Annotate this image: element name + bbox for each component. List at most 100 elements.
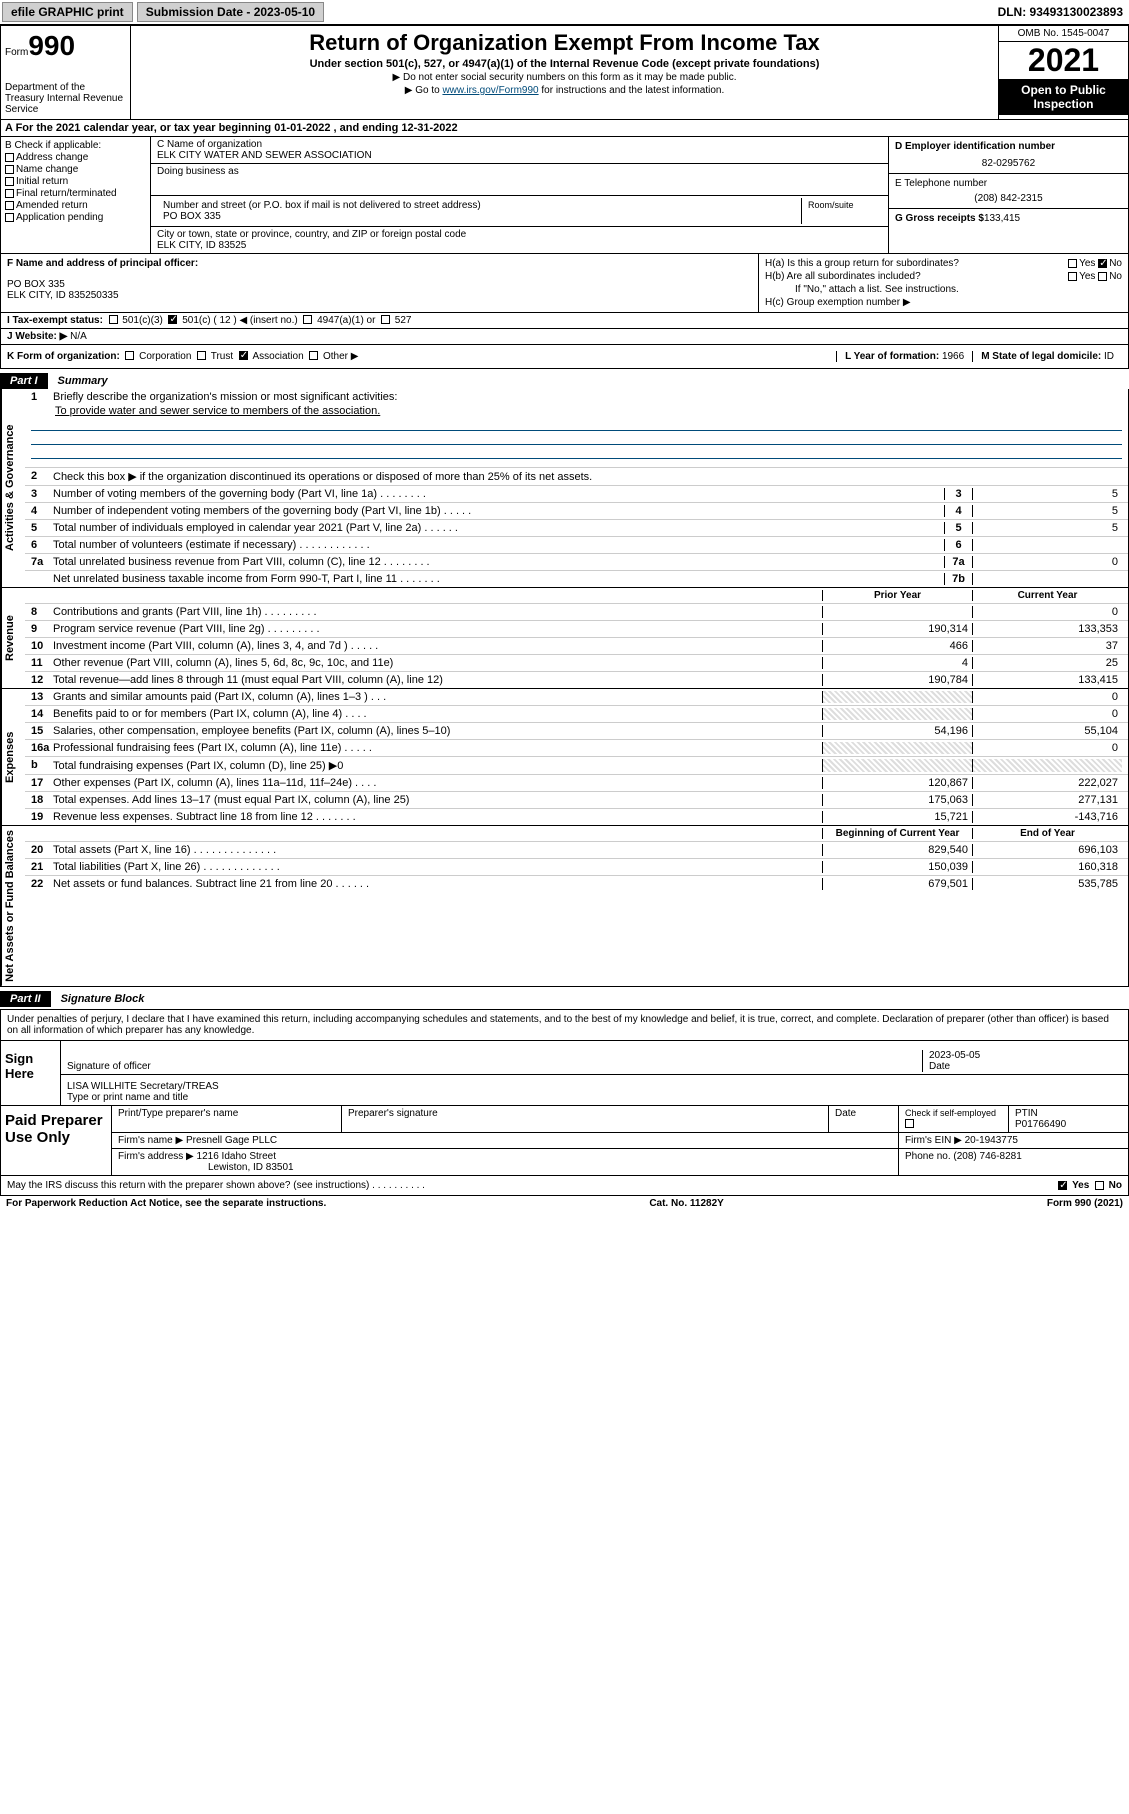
lbl-527: 527: [395, 315, 412, 326]
j-value: N/A: [70, 331, 87, 342]
hc-label: H(c) Group exemption number ▶: [765, 297, 1122, 308]
cb-self-employed[interactable]: [905, 1119, 914, 1128]
summary-line: Net unrelated business taxable income fr…: [25, 570, 1128, 587]
efile-print-button[interactable]: efile GRAPHIC print: [2, 2, 133, 22]
instr-goto: ▶ Go to www.irs.gov/Form990 for instruct…: [135, 85, 994, 96]
cb-hb-yes[interactable]: [1068, 272, 1077, 281]
paid-preparer-label: Paid Preparer Use Only: [1, 1106, 111, 1175]
summary-line: 8Contributions and grants (Part VIII, li…: [25, 603, 1128, 620]
cb-hb-no[interactable]: [1098, 272, 1107, 281]
summary-line: bTotal fundraising expenses (Part IX, co…: [25, 756, 1128, 774]
gross-value: 133,415: [984, 213, 1020, 224]
topbar: efile GRAPHIC print Submission Date - 20…: [0, 0, 1129, 25]
l-label: L Year of formation:: [845, 351, 939, 362]
firm-addr1: 1216 Idaho Street: [197, 1151, 277, 1162]
row-j: J Website: ▶ N/A: [0, 329, 1129, 345]
lbl-501c12: 501(c) ( 12 ) ◀ (insert no.): [182, 315, 298, 326]
row-k: K Form of organization: Corporation Trus…: [0, 345, 1129, 369]
irs-link[interactable]: www.irs.gov/Form990: [442, 85, 538, 96]
gross-label: G Gross receipts $: [895, 213, 984, 224]
form-prefix: Form: [5, 47, 28, 58]
sig-officer-label: Signature of officer: [67, 1061, 922, 1072]
dln-label: DLN: 93493130023893: [998, 5, 1127, 19]
section-governance: Activities & Governance 1Briefly describ…: [0, 389, 1129, 588]
ptin-label: PTIN: [1015, 1108, 1122, 1119]
section-revenue: Revenue Prior YearCurrent Year 8Contribu…: [0, 588, 1129, 689]
cb-discuss-no[interactable]: [1095, 1181, 1104, 1190]
summary-line: 21Total liabilities (Part X, line 26) . …: [25, 858, 1128, 875]
part1-title: Summary: [48, 373, 1129, 389]
cat-no: Cat. No. 11282Y: [649, 1198, 723, 1209]
cb-4947[interactable]: [303, 315, 312, 324]
phone-value: (208) 746-8281: [953, 1151, 1021, 1162]
cb-501c[interactable]: [168, 315, 177, 324]
prior-year-hdr: Prior Year: [822, 590, 972, 601]
k-label: K Form of organization:: [7, 351, 120, 362]
section-net-assets: Net Assets or Fund Balances Beginning of…: [0, 826, 1129, 987]
cb-corp[interactable]: [125, 351, 134, 360]
hb-label: H(b) Are all subordinates included?: [765, 271, 921, 282]
summary-line: 9Program service revenue (Part VIII, lin…: [25, 620, 1128, 637]
city-label: City or town, state or province, country…: [157, 229, 882, 240]
part1-tab: Part I: [0, 373, 48, 389]
cb-other[interactable]: [309, 351, 318, 360]
room-suite-label: Room/suite: [802, 198, 882, 224]
vtab-net-assets: Net Assets or Fund Balances: [1, 826, 25, 986]
lbl-other: Other ▶: [323, 351, 358, 362]
penalty-text: Under penalties of perjury, I declare th…: [1, 1010, 1128, 1041]
cb-final-return[interactable]: [5, 189, 14, 198]
cb-501c3[interactable]: [109, 315, 118, 324]
phone-label: Phone no.: [905, 1151, 951, 1162]
cb-assoc[interactable]: [239, 351, 248, 360]
ptin-value: P01766490: [1015, 1119, 1122, 1130]
hb-note: If "No," attach a list. See instructions…: [765, 284, 1122, 295]
col-c-org-info: C Name of organization ELK CITY WATER AN…: [151, 137, 888, 253]
summary-line: 5Total number of individuals employed in…: [25, 519, 1128, 536]
cb-initial-return[interactable]: [5, 177, 14, 186]
form-subtitle: Under section 501(c), 527, or 4947(a)(1)…: [135, 58, 994, 70]
summary-line: 15Salaries, other compensation, employee…: [25, 722, 1128, 739]
form-title: Return of Organization Exempt From Incom…: [135, 30, 994, 56]
lbl-address-change: Address change: [16, 152, 88, 163]
firm-name-label: Firm's name ▶: [118, 1135, 183, 1146]
cb-ha-no[interactable]: [1098, 259, 1107, 268]
current-year-hdr: Current Year: [972, 590, 1122, 601]
lbl-initial-return: Initial return: [16, 176, 68, 187]
tel-label: E Telephone number: [895, 178, 1122, 189]
cb-ha-yes[interactable]: [1068, 259, 1077, 268]
eoy-hdr: End of Year: [972, 828, 1122, 839]
firm-addr-label: Firm's address ▶: [118, 1151, 194, 1162]
summary-line: 18Total expenses. Add lines 13–17 (must …: [25, 791, 1128, 808]
lbl-trust: Trust: [211, 351, 233, 362]
lbl-corp: Corporation: [139, 351, 191, 362]
section-expenses: Expenses 13Grants and similar amounts pa…: [0, 689, 1129, 826]
row-i: I Tax-exempt status: 501(c)(3) 501(c) ( …: [0, 313, 1129, 329]
m-value: ID: [1104, 351, 1114, 362]
mission-blank-1: [31, 417, 1122, 431]
summary-line: 6Total number of volunteers (estimate if…: [25, 536, 1128, 553]
summary-line: 12Total revenue—add lines 8 through 11 (…: [25, 671, 1128, 688]
cb-trust[interactable]: [197, 351, 206, 360]
summary-line: 11Other revenue (Part VIII, column (A), …: [25, 654, 1128, 671]
cb-address-change[interactable]: [5, 153, 14, 162]
summary-line: 13Grants and similar amounts paid (Part …: [25, 689, 1128, 705]
summary-line: 20Total assets (Part X, line 16) . . . .…: [25, 841, 1128, 858]
instr-ssn: ▶ Do not enter social security numbers o…: [135, 72, 994, 83]
summary-line: 3Number of voting members of the governi…: [25, 485, 1128, 502]
cb-527[interactable]: [381, 315, 390, 324]
city-value: ELK CITY, ID 83525: [157, 240, 882, 251]
cb-amended-return[interactable]: [5, 201, 14, 210]
lbl-amended-return: Amended return: [16, 200, 88, 211]
cb-name-change[interactable]: [5, 165, 14, 174]
ein-label: D Employer identification number: [895, 141, 1055, 152]
discuss-text: May the IRS discuss this return with the…: [7, 1180, 425, 1191]
col-b-title: B Check if applicable:: [5, 140, 146, 151]
firm-addr2: Lewiston, ID 83501: [118, 1162, 294, 1173]
cb-application-pending[interactable]: [5, 213, 14, 222]
cb-discuss-yes[interactable]: [1058, 1181, 1067, 1190]
part2-title: Signature Block: [51, 991, 1129, 1007]
q1-text: Briefly describe the organization's miss…: [53, 391, 1122, 403]
omb-number: OMB No. 1545-0047: [999, 26, 1128, 42]
lbl-501c3: 501(c)(3): [122, 315, 163, 326]
row-a-taxyear: A For the 2021 calendar year, or tax yea…: [0, 120, 1129, 137]
